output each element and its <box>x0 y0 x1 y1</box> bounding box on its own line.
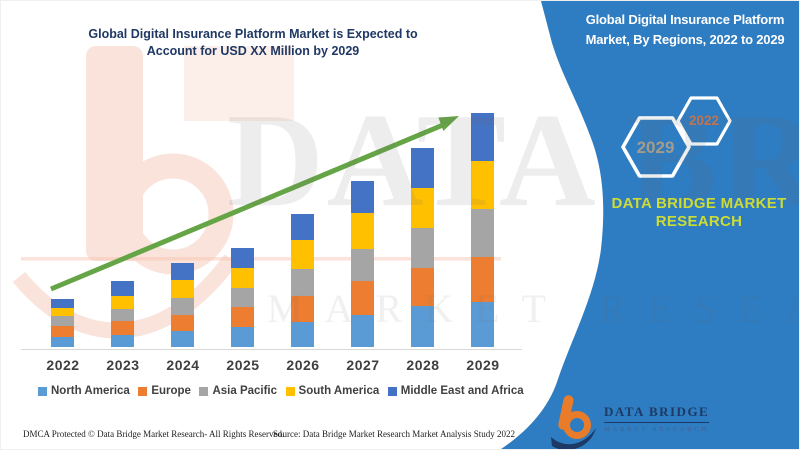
source-notice: Source: Data Bridge Market Research Mark… <box>273 429 515 439</box>
bar-2028-segment-north-america <box>411 306 434 347</box>
x-label-2025: 2025 <box>226 357 260 373</box>
legend-label-north-america: North America <box>51 385 130 397</box>
bar-2029 <box>471 113 494 347</box>
legend-swatch-europe <box>138 386 148 396</box>
x-label-2022: 2022 <box>46 357 80 373</box>
legend-swatch-middle-east-and-africa <box>387 386 397 396</box>
dmca-notice: DMCA Protected © Data Bridge Market Rese… <box>23 429 285 439</box>
x-label-2029: 2029 <box>466 357 500 373</box>
bar-2029-segment-north-america <box>471 302 494 347</box>
bar-2026-segment-north-america <box>291 322 314 347</box>
x-label-2023: 2023 <box>106 357 140 373</box>
legend-label-middle-east-and-africa: Middle East and Africa <box>400 385 524 397</box>
bar-2029-segment-south-america <box>471 161 494 209</box>
x-axis-labels: 2022 2023 2024 2025 2026 2027 2028 2029 <box>33 357 513 373</box>
bar-2022-segment-north-america <box>51 337 74 347</box>
legend-item-europe: Europe <box>138 385 191 397</box>
legend-label-south-america: South America <box>298 385 380 397</box>
legend-label-asia-pacific: Asia Pacific <box>212 385 278 397</box>
legend-item-middle-east-and-africa: Middle East and Africa <box>387 385 524 397</box>
legend-label-europe: Europe <box>151 385 191 397</box>
dbmr-logo-icon <box>551 395 596 449</box>
hexagon-2029 <box>621 116 691 178</box>
x-label-2026: 2026 <box>286 357 320 373</box>
hexagon-2029-label: 2029 <box>636 138 675 157</box>
legend-item-asia-pacific: Asia Pacific <box>199 385 277 397</box>
chart-title-line1: Global Digital Insurance Platform Market… <box>88 27 418 41</box>
brand-line1: DATA BRIDGE MARKET <box>611 195 787 212</box>
bar-2027-segment-north-america <box>351 315 374 347</box>
dbmr-logo-name: DATA BRIDGE <box>604 404 710 423</box>
dbmr-logo-text: DATA BRIDGE MARKET RESEARCH <box>604 393 710 433</box>
sidebar-title: Global Digital Insurance Platform Market… <box>567 10 799 49</box>
sidebar-title-line1: Global Digital Insurance Platform <box>585 12 785 27</box>
legend-item-north-america: North America <box>38 385 130 397</box>
bar-2029-segment-europe <box>471 257 494 302</box>
legend-swatch-asia-pacific <box>199 386 209 396</box>
bar-2029-segment-asia-pacific <box>471 209 494 257</box>
sidebar-title-line2: Market, By Regions, 2022 to 2029 <box>585 31 785 47</box>
brand-wordmark: DATA BRIDGE MARKET RESEARCH <box>599 195 799 231</box>
legend-swatch-north-america <box>38 386 47 396</box>
x-label-2024: 2024 <box>166 357 200 373</box>
dbmr-logo-tagline: MARKET RESEARCH <box>604 426 709 433</box>
x-axis-line <box>21 349 522 350</box>
brand-line2: RESEARCH <box>655 213 743 230</box>
dbmr-logo: DATA BRIDGE MARKET RESEARCH <box>550 393 710 449</box>
bar-2029-segment-middle-east-and-africa <box>471 113 494 161</box>
legend-swatch-south-america <box>285 386 295 396</box>
legend-item-south-america: South America <box>285 385 380 397</box>
x-label-2028: 2028 <box>406 357 440 373</box>
hexagon-2022-label: 2022 <box>688 113 720 128</box>
x-label-2027: 2027 <box>346 357 380 373</box>
legend: North America Europe Asia Pacific South Ame… <box>38 385 524 397</box>
bar-2026-segment-europe <box>291 296 314 322</box>
hexagon-2022 <box>676 96 732 146</box>
